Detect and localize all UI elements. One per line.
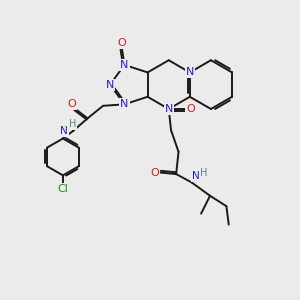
Text: N: N <box>106 80 114 90</box>
Text: O: O <box>67 99 76 109</box>
Text: N: N <box>120 60 129 70</box>
Text: N: N <box>120 99 129 109</box>
Text: Cl: Cl <box>58 184 68 194</box>
Text: O: O <box>118 38 126 49</box>
Text: O: O <box>150 168 159 178</box>
Text: H: H <box>200 168 208 178</box>
Text: N: N <box>164 104 173 114</box>
Text: N: N <box>186 68 194 77</box>
Text: N: N <box>60 126 68 136</box>
Text: N: N <box>192 171 200 181</box>
Text: H: H <box>69 119 76 129</box>
Text: O: O <box>186 104 195 114</box>
